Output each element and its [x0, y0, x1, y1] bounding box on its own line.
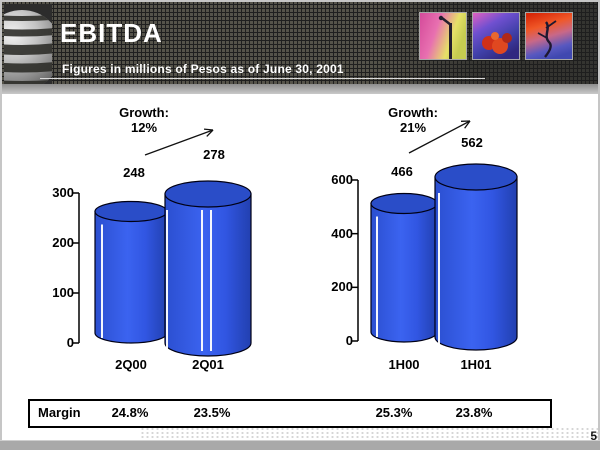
header-shadow: [0, 84, 600, 94]
growth-annotation-left: Growth: 12%: [104, 105, 184, 135]
growth-label-left: Growth:: [119, 105, 169, 120]
growth-label-right: Growth:: [388, 105, 438, 120]
y-tick-label: 0: [345, 333, 353, 348]
abstract-fruits-image: [472, 12, 520, 60]
page-subtitle: Figures in millions of Pesos as of June …: [62, 62, 344, 76]
x-category-label: 2Q00: [115, 357, 147, 372]
y-tick-label: 200: [331, 279, 353, 294]
slide-border: [598, 0, 600, 440]
slide-border: [0, 0, 600, 2]
bar-value-label: 248: [123, 165, 145, 180]
bar-value-label: 562: [461, 135, 483, 150]
bottom-bar: [0, 440, 600, 450]
x-category-label: 1H01: [460, 357, 492, 372]
bar-value-label: 466: [391, 164, 413, 179]
margin-value-1h01: 23.8%: [455, 405, 493, 420]
y-tick-label: 0: [66, 335, 74, 350]
growth-annotation-right: Growth: 21%: [373, 105, 453, 135]
ebitda-quarterly-chart: [73, 128, 252, 357]
abstract-lamppost-image: [419, 12, 467, 60]
margin-value-2q01: 23.5%: [193, 405, 231, 420]
subtitle-underline: [40, 78, 485, 79]
margin-summary-box: Margin 24.8% 23.5% 25.3% 23.8%: [28, 399, 552, 428]
y-tick-label: 600: [331, 172, 353, 187]
margin-value-1h00: 25.3%: [375, 405, 413, 420]
globe-logo-icon: [4, 4, 52, 86]
y-tick-label: 200: [52, 235, 74, 250]
x-category-label: 1H00: [388, 357, 420, 372]
y-tick-label: 100: [52, 285, 74, 300]
margin-value-2q00: 24.8%: [111, 405, 149, 420]
halftone-texture: [140, 427, 598, 440]
bar-value-label: 278: [203, 147, 225, 162]
growth-value-left: 12%: [130, 120, 158, 135]
slide-border: [0, 0, 2, 440]
y-tick-label: 400: [331, 226, 353, 241]
page-title: EBITDA: [60, 18, 163, 48]
page-number: 5: [590, 429, 597, 443]
growth-value-right: 21%: [399, 120, 427, 135]
x-category-label: 2Q01: [192, 357, 224, 372]
abstract-dancer-image: [525, 12, 573, 60]
ebitda-halfyear-chart: [352, 120, 518, 351]
margin-row-label: Margin: [38, 405, 81, 420]
y-tick-label: 300: [52, 185, 74, 200]
